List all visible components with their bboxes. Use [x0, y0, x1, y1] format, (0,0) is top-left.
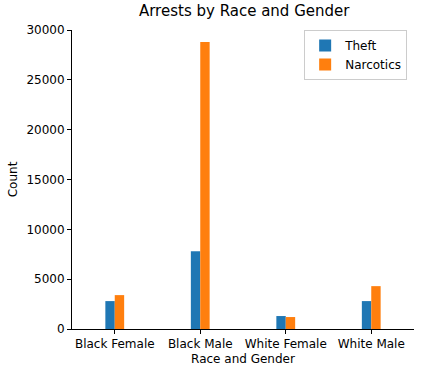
svg-text:Arrests by Race and Gender: Arrests by Race and Gender	[139, 2, 350, 20]
svg-text:White Female: White Female	[245, 337, 327, 351]
svg-text:5000: 5000	[34, 272, 65, 286]
svg-text:Narcotics: Narcotics	[345, 58, 401, 72]
svg-text:White Male: White Male	[338, 337, 405, 351]
svg-text:Race and Gender: Race and Gender	[191, 352, 295, 366]
svg-text:15000: 15000	[26, 173, 64, 187]
svg-text:20000: 20000	[26, 123, 64, 137]
svg-text:Black Male: Black Male	[168, 337, 233, 351]
svg-text:Theft: Theft	[344, 39, 376, 53]
svg-text:25000: 25000	[26, 73, 64, 87]
svg-text:Count: Count	[6, 161, 20, 197]
svg-text:30000: 30000	[26, 23, 64, 37]
svg-text:10000: 10000	[26, 223, 64, 237]
svg-text:Black Female: Black Female	[75, 337, 155, 351]
svg-text:0: 0	[57, 322, 65, 336]
